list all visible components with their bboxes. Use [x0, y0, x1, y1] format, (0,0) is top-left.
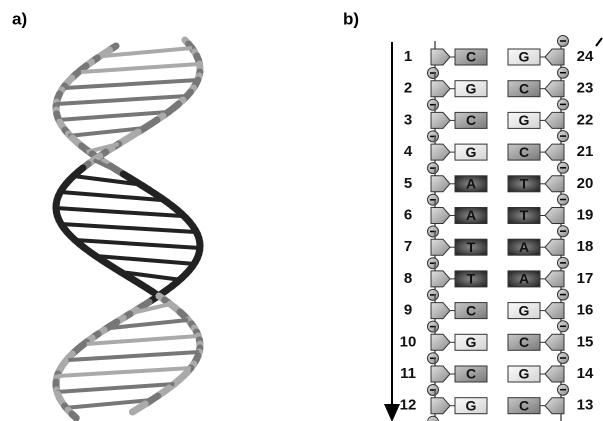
base-letter: T [467, 239, 476, 255]
sugar [545, 366, 564, 382]
base-pair [68, 352, 199, 360]
panel-label: b) [343, 9, 359, 28]
sugar [545, 398, 564, 414]
base-letter: G [466, 80, 477, 96]
base-letter: C [519, 334, 529, 350]
base-pair [61, 224, 195, 232]
base-letter: G [519, 302, 530, 318]
base-letter: A [519, 239, 529, 255]
sugar [545, 334, 564, 350]
residue-number: 11 [400, 365, 416, 382]
sugar [431, 239, 450, 255]
base-pair [65, 80, 198, 88]
sugar [545, 271, 564, 287]
sugar [545, 112, 564, 128]
residue-number: 16 [577, 302, 594, 319]
base-pair [75, 240, 200, 248]
base-letter: C [466, 366, 476, 382]
residue-number: 15 [577, 333, 594, 350]
base-letter: A [466, 207, 476, 223]
residue-number: 22 [577, 111, 594, 128]
residue-number: 24 [577, 48, 594, 65]
residue-number: 12 [400, 397, 417, 414]
base-letter: G [519, 366, 530, 382]
base-pair [57, 384, 175, 392]
residue-number: 5 [404, 175, 412, 192]
base-letter: G [519, 112, 530, 128]
sequence-ladder: 1 C 2 G 3 C 4 G 5 A 6 A 7 T 8 T 9 C 10 G 11 C 12 G G 24 C 23 G 22 C 21 T… [400, 36, 594, 421]
sugar [431, 208, 450, 224]
residue-number: 10 [400, 333, 417, 350]
sugar [431, 81, 450, 97]
base-letter: A [519, 271, 529, 287]
backbone [132, 408, 139, 412]
sugar [545, 303, 564, 319]
residue-number: 14 [577, 365, 594, 382]
base-letter: C [466, 112, 476, 128]
residue-number: 7 [404, 238, 412, 255]
sugar [431, 271, 450, 287]
base-letter: T [520, 207, 529, 223]
sugar [431, 176, 450, 192]
sugar [431, 49, 450, 65]
base-letter: C [519, 144, 529, 160]
residue-number: 21 [577, 143, 594, 160]
residue-number: 19 [577, 206, 594, 223]
base-pair [60, 192, 161, 200]
base-pair [57, 96, 187, 104]
base-pair [58, 368, 191, 376]
sugar [431, 334, 450, 350]
base-letter: T [467, 271, 476, 287]
base-letter: G [466, 334, 477, 350]
base-letter: C [466, 302, 476, 318]
sugar [431, 398, 450, 414]
sugar [431, 303, 450, 319]
base-letter: G [466, 397, 477, 413]
residue-number: 1 [404, 48, 412, 65]
residue-number: 23 [577, 80, 594, 97]
sugar [545, 81, 564, 97]
phosphate [428, 416, 439, 421]
residue-number: 9 [404, 302, 412, 319]
residue-number: 6 [404, 206, 412, 223]
base-letter: G [466, 144, 477, 160]
residue-number: 8 [404, 270, 412, 287]
base-pair [81, 64, 200, 72]
base-letter: C [466, 49, 476, 65]
residue-number: 4 [404, 143, 413, 160]
backbone [72, 414, 76, 418]
base-letter: G [519, 49, 530, 65]
sugar [545, 239, 564, 255]
sugar [431, 112, 450, 128]
residue-number: 20 [577, 175, 594, 192]
sugar [545, 208, 564, 224]
base-letter: A [466, 176, 476, 192]
dna-structure-render [56, 40, 200, 418]
residue-number: 3 [404, 111, 412, 128]
base-letter: T [520, 176, 529, 192]
sugar [431, 366, 450, 382]
base-pair [87, 336, 199, 344]
sugar [431, 144, 450, 160]
residue-number: 13 [577, 397, 594, 414]
base-letter: C [519, 397, 529, 413]
residue-number: 18 [577, 238, 594, 255]
base-pair [58, 112, 168, 120]
residue-number: 17 [577, 270, 594, 287]
sugar [545, 144, 564, 160]
sugar [545, 176, 564, 192]
direction-arrow [596, 38, 602, 46]
residue-number: 2 [404, 80, 412, 97]
base-pair [56, 208, 182, 216]
panel-label: a) [12, 9, 27, 28]
base-letter: C [519, 80, 529, 96]
sugar [545, 49, 564, 65]
